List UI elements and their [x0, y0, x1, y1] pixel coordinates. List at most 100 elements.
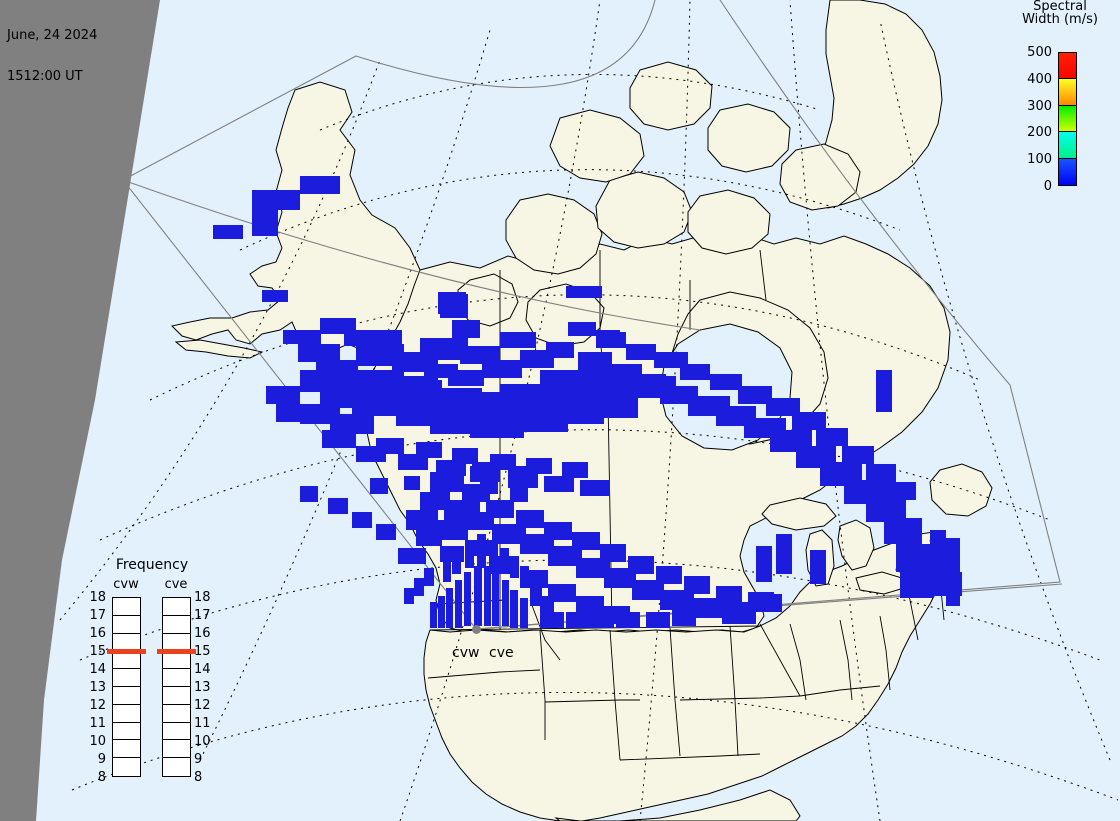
colorbar-title-line1: Spectral — [1033, 0, 1087, 14]
latitude-line-60 — [149, 294, 981, 401]
radar-site-label-cvw: cvw — [452, 645, 480, 661]
colorbar-title: Spectral Width (m/s) — [1000, 0, 1120, 26]
frequency-cell — [163, 705, 190, 723]
frequency-tick-9: 9 — [194, 752, 203, 767]
frequency-column-label-cve: cve — [164, 577, 188, 592]
frequency-gauge-cve[interactable] — [162, 597, 191, 777]
frequency-cell — [163, 723, 190, 741]
colorbar-tick-400: 400 — [1027, 71, 1052, 87]
landmass-newfoundland — [929, 463, 993, 517]
frequency-tick-12: 12 — [89, 698, 106, 713]
border-state-3 — [609, 629, 621, 761]
frequency-marker-cve — [157, 649, 196, 654]
timestamp-time: 1512:00 UT — [7, 68, 83, 84]
landmass-arctic-island-f — [779, 143, 861, 211]
frequency-column-label-cvw: cvw — [113, 577, 139, 592]
frequency-panel-title: Frequency — [115, 557, 189, 573]
fov-range-arc-cvw — [122, 179, 701, 331]
frequency-tick-15: 15 — [89, 644, 106, 659]
frequency-cell — [113, 687, 140, 705]
frequency-cell — [163, 616, 190, 634]
frequency-cell — [163, 651, 190, 670]
border-state-5 — [669, 627, 681, 757]
frequency-cell — [163, 598, 190, 616]
frequency-panel: Frequency cvw cve 18 17 16 15 14 13 12 11 10 9 8 1… — [82, 558, 222, 793]
frequency-tick-13: 13 — [89, 680, 106, 695]
colorbar-title-line2: Width (m/s) — [1022, 12, 1098, 27]
frequency-tick-14: 14 — [194, 662, 211, 677]
latitude-line-80 — [319, 73, 821, 131]
colorbar-segment-300-400 — [1059, 79, 1076, 106]
landmass-arctic-island-e — [707, 103, 791, 173]
landmass-united-states — [423, 531, 949, 821]
solar-terminator-shadow — [0, 0, 160, 821]
colorbar-tick-200: 200 — [1027, 125, 1052, 141]
latitude-line-70 — [239, 169, 901, 251]
landmass-arctic-island-b — [687, 189, 771, 255]
landmass-banks-island — [505, 193, 603, 275]
border-state-4 — [619, 753, 761, 761]
timestamp-overlay: June, 24 2024 1512:00 UT — [7, 2, 97, 110]
frequency-tick-18: 18 — [89, 590, 106, 605]
lake-huron — [837, 519, 875, 571]
colorbar-panel: Spectral Width (m/s) 500 400 300 200 100 0 — [1000, 0, 1120, 200]
colorbar-segment-0-100 — [1059, 158, 1076, 185]
frequency-tick-17: 17 — [194, 608, 211, 623]
border-state-11 — [839, 619, 853, 701]
frequency-cell — [113, 651, 140, 670]
backscatter-layer — [213, 176, 962, 628]
timestamp-date: June, 24 2024 — [7, 28, 98, 43]
frequency-tick-9: 9 — [97, 752, 106, 767]
colorbar-gradient[interactable] — [1058, 52, 1077, 186]
radar-site-marker — [472, 625, 481, 634]
landmass-alaska — [171, 81, 461, 361]
lake-superior — [761, 497, 837, 531]
frequency-cell — [113, 758, 140, 776]
landmass-arctic-island-d — [629, 61, 713, 131]
frequency-tick-16: 16 — [194, 626, 211, 641]
frequency-cell — [113, 705, 140, 723]
frequency-tick-13: 13 — [194, 680, 211, 695]
landmass-arctic-island-a — [595, 171, 693, 249]
colorbar-tick-0: 0 — [1043, 179, 1052, 194]
colorbar-tick-100: 100 — [1027, 152, 1052, 168]
frequency-tick-10: 10 — [194, 734, 211, 749]
frequency-cell — [163, 758, 190, 776]
border-state-10 — [789, 623, 807, 701]
landmass-aleutians — [174, 339, 264, 359]
frequency-gauge-cvw[interactable] — [112, 597, 141, 777]
meridian-160w — [59, 59, 381, 621]
border-state-1 — [539, 629, 546, 740]
frequency-cell — [163, 740, 190, 759]
frequency-cell — [113, 669, 140, 687]
frequency-marker-cvw — [107, 649, 146, 654]
frequency-cell — [163, 687, 190, 705]
frequency-cell — [113, 740, 140, 759]
border-state-6 — [679, 695, 801, 701]
fov-outline-cve — [475, 0, 1061, 630]
frequency-tick-10: 10 — [89, 734, 106, 749]
border-state-7 — [729, 625, 739, 757]
frequency-tick-11: 11 — [89, 716, 106, 731]
frequency-cell — [163, 669, 190, 687]
border-state-2 — [544, 699, 640, 703]
fov-outline-cvw — [122, 0, 656, 630]
frequency-cell — [113, 723, 140, 741]
frequency-cell — [113, 598, 140, 616]
colorbar-tick-labels: 500 400 300 200 100 0 — [1000, 40, 1052, 200]
meridian-60w — [879, 19, 1111, 761]
colorbar-segment-100-200 — [1059, 132, 1076, 159]
frequency-tick-8: 8 — [97, 770, 106, 785]
frequency-tick-18: 18 — [194, 590, 211, 605]
border-state-12 — [879, 615, 891, 691]
frequency-tick-14: 14 — [89, 662, 106, 677]
frequency-tick-15: 15 — [194, 644, 211, 659]
frequency-tick-11: 11 — [194, 716, 211, 731]
border-state-8 — [759, 623, 801, 697]
border-state-9 — [799, 685, 881, 697]
landmass-mexico — [554, 789, 801, 821]
border-or-ca — [427, 669, 541, 679]
colorbar-tick-300: 300 — [1027, 98, 1052, 114]
